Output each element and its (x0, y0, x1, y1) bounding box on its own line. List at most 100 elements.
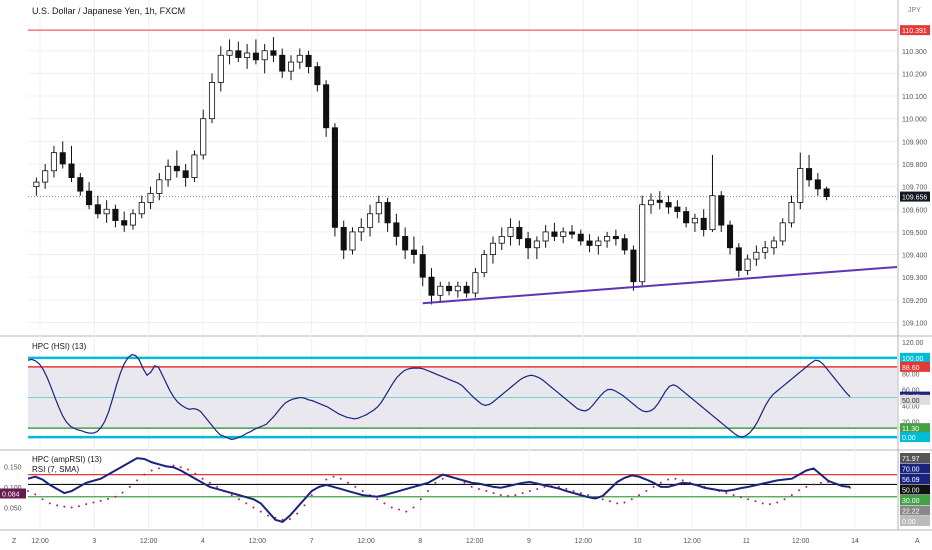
amprsi-value-label: 70.00 (902, 467, 920, 474)
candle-up (349, 231, 356, 251)
amprsi-dot (521, 492, 524, 495)
price-tick-label: 109.500 (902, 230, 927, 237)
candle-up (639, 204, 646, 283)
candle-up (147, 193, 154, 203)
candle-down (112, 208, 119, 221)
amprsi-dot (819, 481, 822, 484)
amprsi-dot (514, 494, 517, 497)
amprsi-dot (150, 469, 153, 472)
amprsi-dot (216, 485, 219, 488)
amprsi-series-line (27, 457, 851, 523)
amprsi-dot (747, 498, 750, 501)
amprsi-dot (434, 481, 437, 484)
amprsi-dot (27, 490, 29, 493)
hsi-tick-label: 120.00 (902, 340, 924, 347)
candle-up (33, 181, 40, 188)
candle-down (823, 188, 830, 197)
candle-down (700, 217, 707, 231)
amprsi-dot (638, 494, 641, 497)
amprsi-dot (77, 505, 80, 508)
price-tick-label: 110.200 (902, 71, 927, 78)
symbol-title: U.S. Dollar / Japanese Yen, 1h, FXCM (32, 6, 185, 16)
candle-down (612, 236, 619, 240)
amprsi-dot (187, 468, 190, 471)
amprsi-dot (761, 502, 764, 505)
candle-down (59, 152, 66, 165)
price-tick-label: 110.000 (902, 117, 927, 124)
candle-down (235, 50, 242, 58)
amprsi-dot (70, 506, 73, 509)
amprsi-last-label: 0.084 (2, 491, 20, 498)
amprsi-dot (325, 478, 328, 481)
amprsi-tick-label: 0.100 (4, 485, 22, 492)
candle-down (314, 66, 321, 86)
price-tick-label: 109.600 (902, 207, 927, 214)
amprsi-dot (85, 503, 88, 506)
amprsi-dot (143, 473, 146, 476)
hsi-indicator-title[interactable]: HPC (HSI) (13) (32, 342, 87, 351)
last-price-label: 109.656 (902, 195, 927, 202)
amprsi-dot (237, 498, 240, 501)
candle-up (744, 258, 751, 271)
time-tick-label: 9 (527, 538, 531, 545)
amprsi-dot (798, 489, 801, 492)
time-tick-label: 12:00 (792, 538, 810, 545)
amprsi-dot (470, 485, 473, 488)
amprsi-dot (681, 479, 684, 482)
amprsi-value-label: 50.00 (902, 488, 920, 495)
amprsi-dot (550, 483, 553, 486)
auto-scale-label: A (915, 538, 920, 545)
candle-up (770, 240, 777, 249)
candle-up (709, 195, 716, 231)
rsi-indicator-title[interactable]: RSI (7, SMA) (32, 465, 79, 474)
candle-down (94, 204, 101, 215)
amprsi-dot (397, 508, 400, 511)
candle-down (656, 199, 663, 203)
candle-up (560, 231, 567, 237)
candle-down (68, 163, 75, 178)
amprsi-dot (405, 510, 408, 513)
amprsi-dot (107, 497, 110, 500)
candle-down (516, 226, 523, 240)
amprsi-dot (267, 514, 270, 517)
amprsi-dot (419, 498, 422, 501)
candle-down (419, 254, 426, 278)
amprsi-dot (288, 517, 291, 520)
amprsi-dot (63, 505, 66, 508)
amprsi-dot (616, 502, 619, 505)
amprsi-dot (332, 475, 335, 478)
candle-up (762, 247, 769, 253)
time-tick-label: 8 (418, 538, 422, 545)
candle-up (200, 118, 207, 156)
hsi-value-label: 0.00 (902, 435, 916, 442)
amprsi-indicator-title[interactable]: HPC (ampRSI) (13) (32, 455, 102, 464)
amprsi-dot (376, 498, 379, 501)
candle-up (797, 168, 804, 203)
time-tick-label: 12:00 (31, 538, 49, 545)
amprsi-dot (499, 494, 502, 497)
candle-down (428, 276, 435, 296)
amprsi-dot (201, 477, 204, 480)
candle-up (507, 226, 514, 237)
hsi-value-label: 100.00 (902, 356, 924, 363)
amprsi-dot (623, 501, 626, 504)
candle-down (568, 231, 576, 235)
candle-up (454, 285, 461, 292)
amprsi-value-tag (900, 484, 930, 495)
candle-up (165, 165, 172, 181)
candle-up (788, 202, 795, 224)
amprsi-value-tag (900, 495, 930, 505)
amprsi-dot (601, 498, 604, 501)
hsi-value-tag (900, 423, 930, 434)
candle-down (621, 238, 628, 251)
amprsi-dot (48, 502, 51, 505)
candle-down (340, 226, 347, 251)
candle-up (647, 199, 655, 206)
candle-down (551, 231, 558, 237)
amprsi-dot (739, 496, 742, 499)
candle-up (156, 179, 163, 194)
time-tick-label: 14 (851, 538, 859, 545)
amprsi-dot (630, 498, 633, 501)
